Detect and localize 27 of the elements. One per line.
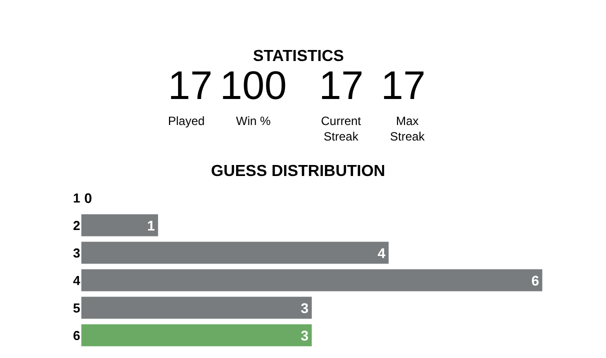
data-label: 0: [84, 190, 92, 206]
data-label: 1: [147, 217, 156, 234]
bar: [81, 296, 312, 319]
category-label: Win %: [236, 114, 271, 128]
category-label: Max Streak: [390, 114, 426, 144]
data-label: 3: [300, 300, 309, 316]
category-label: Current Streak: [321, 114, 362, 144]
y-tick-label: 1: [72, 190, 80, 206]
y-tick-label: 5: [72, 300, 80, 316]
category-label: Played: [168, 114, 205, 128]
data-label: 17: [319, 64, 364, 108]
data-label: 17: [381, 64, 426, 108]
bar: [81, 242, 389, 264]
text: STATISTICS: [253, 48, 344, 65]
bar: [81, 214, 158, 236]
data-label: 6: [531, 272, 540, 288]
bar: [81, 269, 542, 292]
data-label: 17: [168, 64, 212, 108]
y-tick-label: 2: [72, 218, 80, 233]
y-tick-label: 3: [72, 245, 80, 260]
y-tick-label: 4: [72, 272, 81, 288]
data-label: 3: [300, 327, 309, 344]
y-tick-label: 6: [72, 328, 80, 343]
data-label: 100: [220, 64, 287, 108]
bar: [81, 324, 312, 346]
chart-title: GUESS DISTRIBUTION: [211, 163, 386, 180]
data-label: 4: [378, 244, 386, 261]
